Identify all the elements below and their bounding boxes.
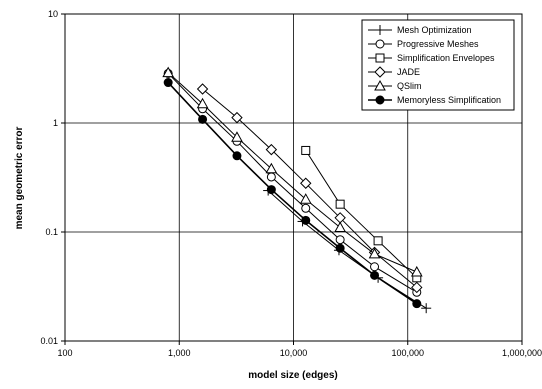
legend-label: Memoryless Simplification — [397, 95, 501, 105]
x-tick-label: 10,000 — [280, 348, 308, 358]
data-point-simplification-envelopes — [373, 236, 383, 246]
legend-label: QSlim — [397, 81, 422, 91]
series-line-progressive-meshes — [167, 73, 418, 293]
data-point-qslim — [231, 131, 243, 142]
legend-marker — [374, 79, 386, 91]
data-point-memoryless-simplification — [412, 299, 422, 309]
x-tick-label: 100 — [57, 348, 72, 358]
x-axis-title: model size (edges) — [248, 370, 337, 381]
data-point-qslim — [368, 247, 381, 259]
data-point-progressive-meshes — [266, 172, 276, 182]
series-qslim — [162, 66, 423, 277]
x-tick-label: 100,000 — [391, 348, 424, 358]
data-point-memoryless-simplification — [163, 78, 173, 88]
y-tick-label: 10 — [48, 9, 58, 19]
legend-marker — [375, 53, 385, 63]
series-simplification-envelopes — [301, 145, 422, 283]
data-point-memoryless-simplification — [335, 243, 345, 253]
data-point-mesh-optimization — [421, 303, 432, 314]
legend-item: JADE — [368, 66, 420, 78]
y-axis-title: mean geometric error — [14, 126, 25, 229]
data-point-simplification-envelopes — [335, 199, 345, 209]
legend-marker — [375, 39, 385, 49]
legend: Mesh Optimization Progressive Meshes Simpl… — [361, 19, 515, 111]
legend-item: QSlim — [368, 79, 422, 91]
y-tick-label: 1 — [53, 118, 58, 128]
legend-label: JADE — [397, 67, 420, 77]
series-line-simplification-envelopes — [305, 150, 418, 279]
legend-label: Mesh Optimization — [397, 25, 472, 35]
legend-label: Progressive Meshes — [397, 39, 479, 49]
data-point-qslim — [265, 162, 278, 174]
data-point-memoryless-simplification — [370, 270, 380, 280]
data-point-simplification-envelopes — [301, 145, 311, 155]
data-point-memoryless-simplification — [301, 215, 311, 225]
legend-label: Simplification Envelopes — [397, 53, 495, 63]
data-point-jade — [411, 281, 423, 294]
series-layer — [162, 66, 432, 314]
legend-item: Progressive Meshes — [368, 39, 479, 49]
data-point-qslim — [334, 221, 346, 232]
legend-marker — [374, 66, 386, 78]
data-point-qslim — [162, 66, 175, 78]
y-tick-label: 0.01 — [40, 336, 58, 346]
legend-box — [361, 19, 515, 111]
legend-item: Simplification Envelopes — [368, 53, 495, 63]
x-tick-label: 1,000,000 — [502, 348, 542, 358]
series-memoryless-simplification — [163, 78, 422, 309]
data-point-progressive-meshes — [301, 203, 311, 213]
legend-marker — [375, 25, 385, 35]
data-point-progressive-meshes — [370, 262, 380, 272]
legend-item: Memoryless Simplification — [368, 95, 501, 105]
data-point-qslim — [410, 265, 423, 277]
data-point-jade — [265, 143, 278, 156]
data-point-qslim — [299, 193, 312, 204]
series-line-memoryless-simplification — [167, 82, 418, 305]
legend-item: Mesh Optimization — [368, 25, 472, 35]
series-line-qslim — [167, 72, 417, 273]
data-point-jade — [196, 83, 209, 95]
series-jade — [196, 83, 423, 294]
data-point-jade — [231, 111, 243, 124]
y-tick-label: 0.1 — [45, 227, 58, 237]
data-point-qslim — [196, 97, 209, 109]
axis-ticks: 100 1,000 10,000 100,000 1,000,000 0.01 0.1 1 10 — [40, 9, 542, 358]
x-tick-label: 1,000 — [168, 348, 191, 358]
legend-marker — [375, 95, 385, 105]
data-point-progressive-meshes — [335, 235, 345, 245]
data-point-memoryless-simplification — [266, 185, 276, 195]
data-point-memoryless-simplification — [198, 114, 208, 124]
data-point-memoryless-simplification — [232, 151, 242, 161]
data-point-jade — [300, 177, 312, 189]
